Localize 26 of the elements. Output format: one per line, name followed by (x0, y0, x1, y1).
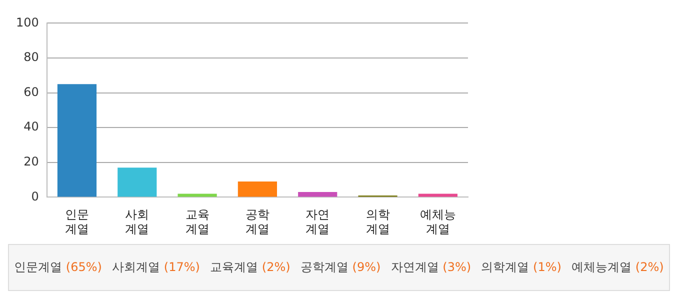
y-tick-label: 20 (24, 154, 39, 169)
bar (298, 192, 338, 197)
x-tick-label: 자연계열 (306, 208, 330, 236)
text: 인문계열 (65%) (14, 259, 102, 276)
bar (178, 194, 217, 197)
y-tick-label: 40 (24, 120, 39, 134)
y-tick-label: 0 (31, 189, 39, 204)
x-tick-label: 예체능계열 (420, 208, 456, 236)
text: 자연계열 (3%) (390, 259, 472, 276)
x-tick-label: 인문계열 (64, 208, 89, 236)
x-tick-label: 의학계열 (366, 208, 390, 236)
bar (57, 84, 97, 197)
bar (118, 168, 157, 197)
text: 공학계열 (9%) (300, 259, 381, 276)
x-tick-label: 교육계열 (185, 208, 210, 236)
bar (418, 194, 458, 197)
x-tick-label: 사회계열 (125, 208, 150, 236)
y-tick-label: 60 (24, 84, 39, 99)
text: 사회계열 (17%) (112, 259, 200, 276)
text: 예체능계열 (2%) (572, 259, 664, 276)
y-tick-label: 100 (16, 15, 39, 30)
y-tick-label: 80 (24, 50, 39, 64)
bar (238, 182, 278, 197)
x-tick-label: 공학계열 (245, 208, 270, 236)
text: 교육계열 (2%) (210, 259, 290, 276)
text: 의학계열 (1%) (481, 259, 562, 276)
